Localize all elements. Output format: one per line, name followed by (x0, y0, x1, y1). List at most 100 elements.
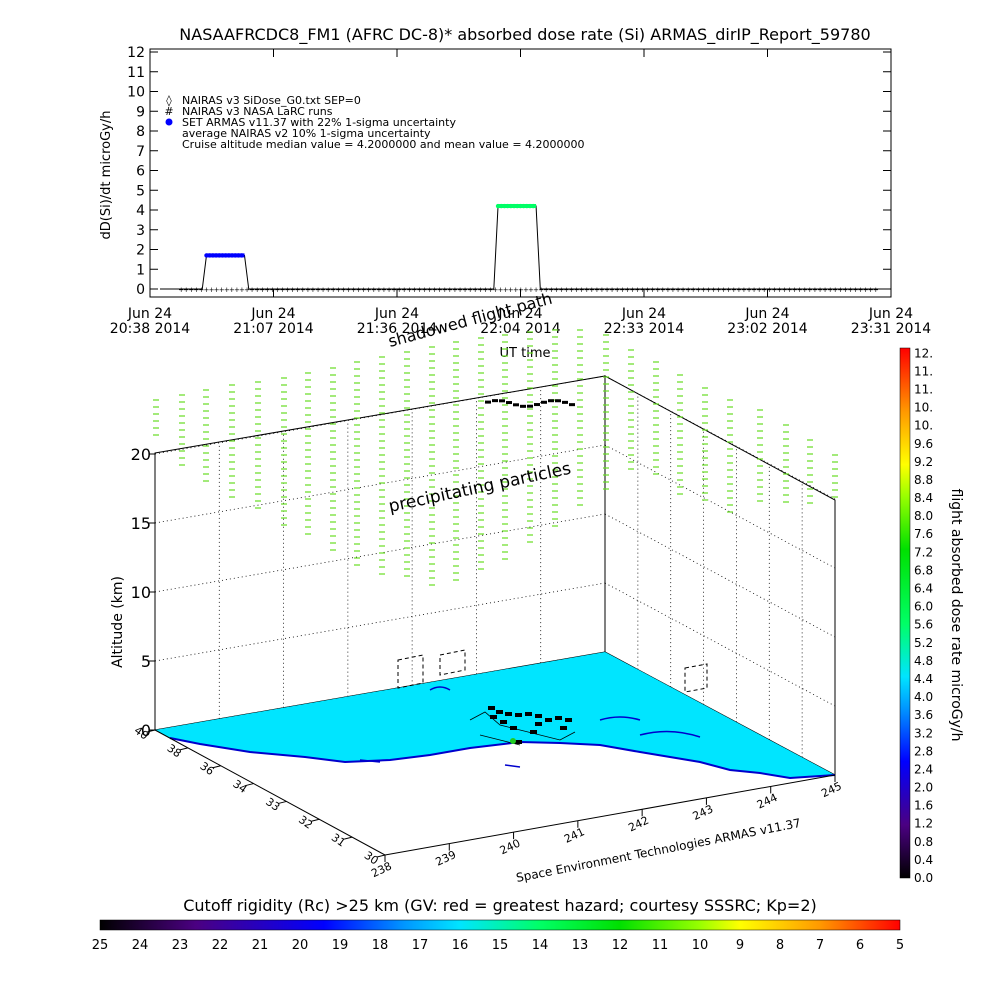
ground-path-marker (525, 712, 532, 716)
dose-colorbar-tick: 0.0 (914, 871, 933, 885)
baseline-marker: + (660, 286, 666, 294)
baseline-marker: + (721, 286, 727, 294)
baseline-marker: + (842, 286, 848, 294)
x-tick-label-time: 22:04 2014 (480, 321, 561, 337)
legend-entry: average NAIRAS v2 10% 1-sigma uncertaint… (182, 127, 431, 140)
baseline-marker: + (366, 286, 372, 294)
dose-colorbar-tick: 8.4 (914, 491, 933, 505)
series-point (505, 203, 510, 209)
series-lines (160, 205, 887, 290)
path-marker (506, 401, 512, 405)
dose-colorbar-tick: 2.8 (914, 744, 933, 758)
baseline-marker: + (635, 286, 641, 294)
series-point (515, 203, 520, 209)
baseline-marker: + (853, 286, 859, 294)
baseline-marker: + (711, 286, 717, 294)
dose-colorbar-tick: 3.2 (914, 726, 933, 740)
path-marker (485, 400, 491, 404)
rigidity-colorbar-tick: 20 (292, 938, 309, 953)
baseline-marker: + (239, 286, 245, 294)
dose-colorbar-tick: 2.4 (914, 762, 933, 776)
ground-path-marker (515, 740, 522, 744)
rigidity-colorbar-tick: 7 (816, 938, 824, 953)
baseline-marker: + (619, 286, 625, 294)
path-marker (527, 404, 533, 408)
flight-path-aloft (485, 399, 575, 408)
baseline-marker: + (518, 286, 524, 294)
dose-colorbar-label: flight absorbed dose rate microGy/h (948, 489, 964, 742)
baseline-marker: + (183, 286, 189, 294)
rigidity-colorbar-tick: 22 (212, 938, 229, 953)
baseline-marker: + (290, 286, 296, 294)
baseline-marker: + (188, 286, 194, 294)
ground-highlight (510, 738, 516, 744)
x-tick-label-date: Jun 24 (868, 306, 913, 322)
series-point (236, 253, 241, 258)
series-point (207, 253, 212, 258)
baseline-marker: + (584, 286, 590, 294)
baseline-marker: + (320, 286, 326, 294)
series-point (210, 253, 216, 258)
baseline-marker: + (351, 286, 357, 294)
baseline-marker: + (391, 286, 397, 294)
baseline-marker: + (716, 286, 722, 294)
legend-entry: Cruise altitude median value = 4.2000000… (182, 138, 585, 151)
baseline-marker: + (457, 286, 463, 294)
baseline-marker: + (178, 286, 184, 294)
ground-path-marker (545, 718, 552, 722)
dose-colorbar-tick: 1.6 (914, 799, 933, 813)
dose-colorbar-tick: 11. (914, 364, 933, 378)
baseline-marker: + (538, 286, 544, 294)
series-point (511, 203, 517, 209)
z-tick-label: 0 (141, 721, 151, 740)
baseline-marker: + (558, 286, 564, 294)
baseline-marker: + (827, 286, 833, 294)
baseline-marker: + (508, 286, 514, 294)
rigidity-colorbar-tick: 25 (92, 938, 109, 953)
dose-colorbar-tick: 7.6 (914, 527, 933, 541)
lon-tick-label: 240 (498, 837, 523, 858)
dose-colorbar-tick: 0.8 (914, 835, 933, 849)
baseline-marker: + (269, 286, 275, 294)
ground-path-marker (505, 712, 512, 716)
ground-path-marker (496, 710, 503, 714)
dose-colorbar-tick: 8.8 (914, 473, 933, 487)
baseline-marker: + (244, 286, 250, 294)
baseline-marker: + (706, 286, 712, 294)
baseline-marker: + (569, 286, 575, 294)
ground-path-marker (555, 716, 562, 720)
baseline-marker: + (553, 286, 559, 294)
legend-symbol: # (164, 105, 173, 118)
rigidity-colorbar-tick: 15 (492, 938, 509, 953)
baseline-marker: + (604, 286, 610, 294)
series-line-baseline (160, 205, 887, 290)
ground-path-marker (515, 713, 522, 717)
grid-line-side (604, 513, 836, 638)
x-tick-label-date: Jun 24 (250, 306, 295, 322)
dose-colorbar-tick: 7.2 (914, 545, 933, 559)
baseline-marker: + (792, 286, 798, 294)
baseline-marker: + (548, 286, 554, 294)
baseline-marker: + (726, 286, 732, 294)
baseline-marker: + (442, 286, 448, 294)
series-markers: + + + + + + + + + + + + + + + + + + + + + + + + + + + + + + + + + + + + + + + +… (178, 203, 879, 294)
legend-symbol (165, 118, 173, 126)
baseline-marker: + (650, 286, 656, 294)
y-tick-label: 3 (136, 223, 145, 239)
x-tick-label-date: Jun 24 (497, 306, 542, 322)
path-marker (520, 404, 526, 408)
baseline-marker: + (695, 286, 701, 294)
y-tick-label: 4 (136, 203, 145, 219)
baseline-marker: + (756, 286, 762, 294)
x-tick-label-time: 21:07 2014 (233, 321, 314, 337)
path-marker (555, 399, 561, 403)
legend: ◊ NAIRAS v3 SiDose_G0.txt SEP=0 # NAIRAS v3… (164, 94, 584, 151)
series-point (239, 253, 244, 258)
x-axis-label: UT time (500, 346, 551, 361)
baseline-marker: + (361, 286, 367, 294)
x-tick-label-time: 20:38 2014 (110, 321, 191, 337)
y-tick-label: 11 (127, 65, 145, 81)
rigidity-colorbar-tick: 23 (172, 938, 189, 953)
baseline-marker: + (858, 286, 864, 294)
